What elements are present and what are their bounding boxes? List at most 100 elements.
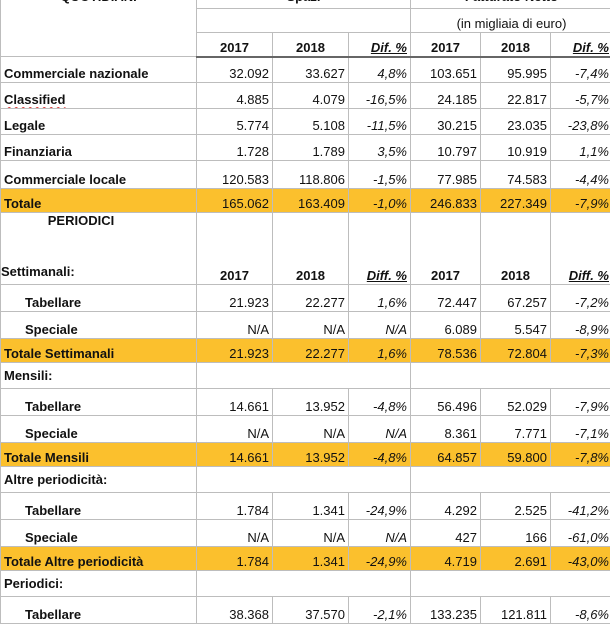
cell-value: 103.651 [410, 56, 481, 83]
cell-value: -5,7% [550, 82, 610, 109]
year-header: 2018 [480, 212, 551, 285]
group-label-row: Mensili: [0, 362, 610, 389]
diff-header: Dif. % [550, 32, 610, 58]
cell-value: 21.923 [196, 284, 273, 312]
table-row: Speciale N/A N/A N/A 427 166 -61,0% [0, 519, 610, 547]
cell-value: 5.108 [272, 108, 349, 135]
cell-value: 32.092 [196, 56, 273, 83]
periodici-section-label: PERIODICI [47, 213, 115, 229]
year-header: 2018 [272, 212, 349, 285]
cell-value: 38.368 [196, 596, 273, 624]
row-label: Legale [0, 108, 197, 135]
diff-header: Dif. % [348, 32, 411, 58]
year-header: 2018 [480, 32, 551, 58]
cell-value: -41,2% [550, 492, 610, 520]
cell-value: 72.447 [410, 284, 481, 312]
cell-value: 95.995 [480, 56, 551, 83]
cell-value: N/A [196, 519, 273, 547]
year-header: 2017 [196, 32, 273, 58]
cell-value: 22.277 [272, 338, 349, 363]
quotidiani-section-label: QUOTIDIANI [0, 0, 197, 57]
cell-value: 59.800 [480, 442, 551, 467]
quotidiani-year-row: 2017 2018 Dif. % 2017 2018 Dif. % [1, 32, 610, 58]
cell-value: 118.806 [272, 160, 349, 189]
diff-header: Diff. % [550, 212, 610, 285]
cell-value: -11,5% [348, 108, 411, 135]
table-row: Speciale N/A N/A N/A 6.089 5.547 -8,9% [0, 311, 610, 339]
cell-value: -16,5% [348, 82, 411, 109]
cell-value: -2,1% [348, 596, 411, 624]
cell-value: 1,6% [348, 338, 411, 363]
cell-value: 24.185 [410, 82, 481, 109]
cell-value: 13.952 [272, 388, 349, 416]
cell-value: 67.257 [480, 284, 551, 312]
periodici-header-cell: PERIODICI Settimanali: [0, 212, 197, 285]
cell-value: 133.235 [410, 596, 481, 624]
cell-value: 22.817 [480, 82, 551, 109]
cell-value: 120.583 [196, 160, 273, 189]
row-label: Speciale [0, 311, 197, 339]
fatturato-unit-label: (in migliaia di euro) [410, 8, 610, 33]
row-label: Speciale [0, 519, 197, 547]
cell-value: -61,0% [550, 519, 610, 547]
cell-value: 13.952 [272, 442, 349, 467]
cell-value: 427 [410, 519, 481, 547]
cell-value: 8.361 [410, 415, 481, 443]
row-label: Commerciale locale [0, 160, 197, 189]
cell-value: -8,9% [550, 311, 610, 339]
cell-value: N/A [196, 311, 273, 339]
cell-value: -1,5% [348, 160, 411, 189]
table-row: Commerciale locale 120.583 118.806 -1,5%… [0, 160, 610, 189]
row-label: Commerciale nazionale [0, 56, 197, 83]
table-row: Classified 4.885 4.079 -16,5% 24.185 22.… [0, 82, 610, 109]
cell-value: 22.277 [272, 284, 349, 312]
cell-value: 2.525 [480, 492, 551, 520]
table-row: Tabellare 1.784 1.341 -24,9% 4.292 2.525… [0, 492, 610, 520]
cell-value: -7,3% [550, 338, 610, 363]
total-label: Totale Mensili [0, 442, 197, 467]
cell-value: 10.919 [480, 134, 551, 161]
cell-value: -23,8% [550, 108, 610, 135]
total-row: Totale 165.062 163.409 -1,0% 246.833 227… [0, 188, 610, 213]
table-row: Tabellare 38.368 37.570 -2,1% 133.235 12… [0, 596, 610, 624]
cell-value: 52.029 [480, 388, 551, 416]
cell-value: 121.811 [480, 596, 551, 624]
total-label: Totale Altre periodicità [0, 546, 197, 571]
row-label: Classified [0, 82, 197, 109]
cell-value: -7,2% [550, 284, 610, 312]
cell-value: 14.661 [196, 442, 273, 467]
cell-value: N/A [272, 415, 349, 443]
year-header: 2017 [196, 212, 273, 285]
cell-value: 10.797 [410, 134, 481, 161]
periodici-header-row: PERIODICI Settimanali: 2017 2018 Diff. %… [0, 212, 610, 285]
fatturato-group-label: Fatturato Netto [410, 0, 610, 9]
table-row: Commerciale nazionale 32.092 33.627 4,8%… [0, 56, 610, 83]
cell-value: 5.547 [480, 311, 551, 339]
row-label: Speciale [0, 415, 197, 443]
table-row: Tabellare 14.661 13.952 -4,8% 56.496 52.… [0, 388, 610, 416]
cell-value: 1.789 [272, 134, 349, 161]
year-header: 2017 [410, 212, 481, 285]
row-label: Tabellare [0, 596, 197, 624]
cell-value: 3,5% [348, 134, 411, 161]
cell-value: -1,0% [348, 188, 411, 213]
row-label-text: Classified [4, 92, 66, 107]
cell-value: 30.215 [410, 108, 481, 135]
cell-value: 1.784 [196, 546, 273, 571]
cell-value: 246.833 [410, 188, 481, 213]
cell-value: 1.341 [272, 546, 349, 571]
cell-value: 33.627 [272, 56, 349, 83]
cell-value: 1.784 [196, 492, 273, 520]
cell-value: -7,4% [550, 56, 610, 83]
cell-value: -7,9% [550, 388, 610, 416]
cell-value: 4.292 [410, 492, 481, 520]
cell-value: -7,8% [550, 442, 610, 467]
cell-value: 21.923 [196, 338, 273, 363]
cell-value: 72.804 [480, 338, 551, 363]
settimanali-label: Settimanali: [1, 264, 75, 279]
total-label: Totale [0, 188, 197, 213]
cell-value: 37.570 [272, 596, 349, 624]
diff-header: Diff. % [348, 212, 411, 285]
